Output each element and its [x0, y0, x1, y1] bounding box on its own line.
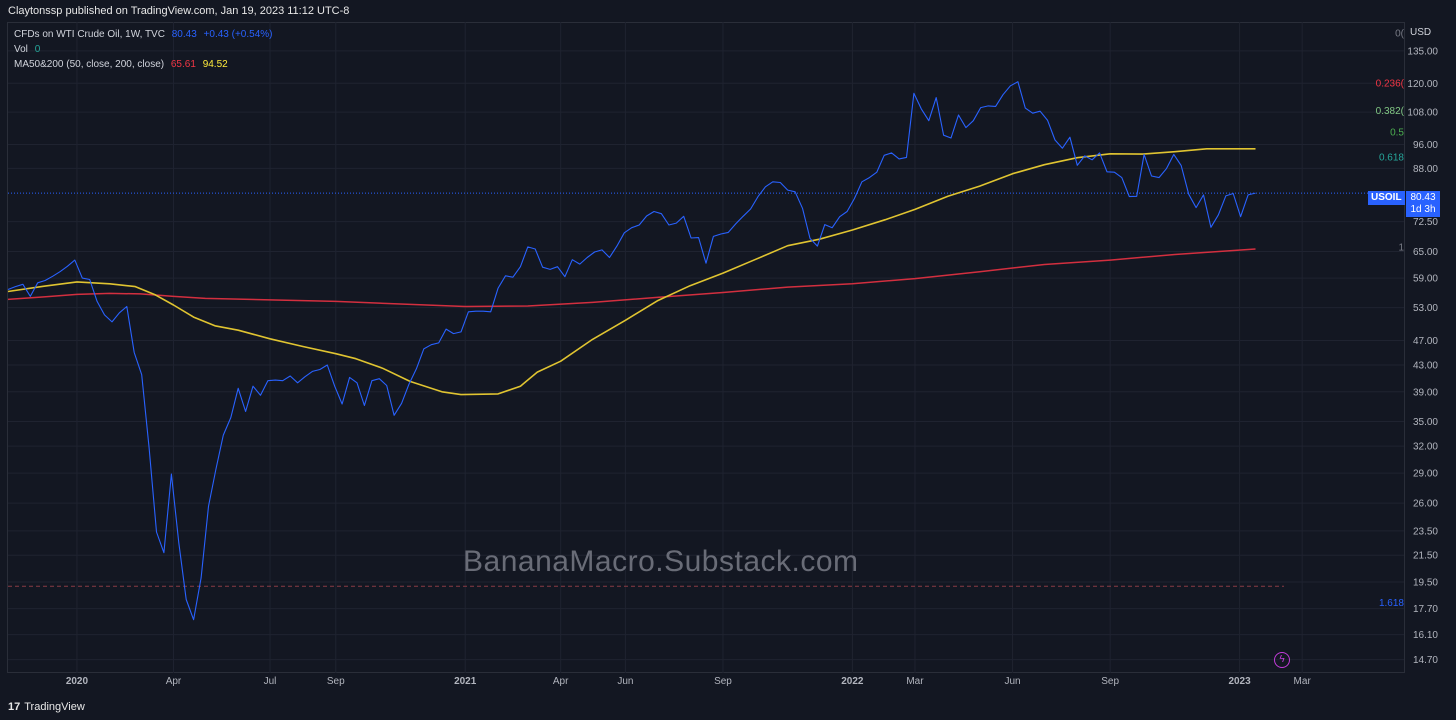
- footer-bar: 17 TradingView: [0, 696, 1456, 720]
- y-tick-label: 21.50: [1413, 551, 1438, 562]
- ticker-price-label: USOIL: [1368, 191, 1405, 205]
- fib-level-label: 0.382(: [1376, 106, 1405, 117]
- legend-change: +0.43 (+0.54%): [203, 29, 273, 40]
- last-price-tag: 80.43 1d 3h: [1406, 191, 1440, 217]
- x-tick-label: Sep: [1101, 676, 1119, 687]
- legend-ma-label: MA50&200 (50, close, 200, close): [14, 59, 165, 70]
- fib-level-label: 0(: [1395, 29, 1405, 40]
- x-tick-label: 2021: [454, 676, 477, 687]
- ma200-series-line: [7, 248, 1256, 308]
- legend-vol-value: 0: [34, 44, 41, 55]
- x-tick-label: Jun: [1005, 676, 1021, 687]
- x-tick-label: Mar: [906, 676, 924, 687]
- legend-symbol-row[interactable]: CFDs on WTI Crude Oil, 1W, TVC 80.43 +0.…: [14, 27, 276, 42]
- grid-lines: [8, 22, 1404, 673]
- fib-levels: 0( 0.236( 0.382( 0.5 0.618 1 1.618: [1376, 29, 1405, 609]
- x-tick-label: Jun: [617, 676, 633, 687]
- y-tick-label: 59.00: [1413, 274, 1438, 285]
- x-tick-label: Sep: [714, 676, 732, 687]
- y-tick-label: 23.50: [1413, 526, 1438, 537]
- fib-level-label: 0.236(: [1376, 79, 1405, 90]
- x-tick-label: Jul: [264, 676, 277, 687]
- x-tick-label: Apr: [166, 676, 182, 687]
- y-tick-label: 29.00: [1413, 469, 1438, 480]
- tradingview-logo[interactable]: 17 TradingView: [8, 701, 85, 713]
- legend-volume-row[interactable]: Vol 0: [14, 42, 276, 57]
- fib-level-label: 0.5: [1390, 127, 1404, 138]
- watermark-text: BananaMacro.Substack.com: [463, 545, 859, 578]
- legend-ma-row[interactable]: MA50&200 (50, close, 200, close) 65.61 9…: [14, 57, 276, 72]
- fib-level-label: 1: [1398, 242, 1404, 253]
- x-tick-label: 2022: [841, 676, 864, 687]
- y-tick-label: 43.00: [1413, 360, 1438, 371]
- price-chart[interactable]: 135.00120.00108.0096.0088.0072.5065.0059…: [0, 0, 1456, 696]
- legend-ma200-value: 65.61: [170, 59, 196, 70]
- y-tick-label: 65.00: [1413, 247, 1438, 258]
- x-tick-label: 2020: [66, 676, 89, 687]
- tradingview-logo-icon: 17: [8, 701, 21, 713]
- y-tick-label: 35.00: [1413, 417, 1438, 428]
- published-info: Claytonssp published on TradingView.com,…: [8, 5, 350, 17]
- x-tick-label: Mar: [1294, 676, 1312, 687]
- legend-ma50-value: 94.52: [202, 59, 228, 70]
- y-tick-label: 108.00: [1407, 108, 1438, 119]
- y-tick-label: 53.00: [1413, 303, 1438, 314]
- bar-countdown: 1d 3h: [1410, 204, 1436, 215]
- y-tick-label: 88.00: [1413, 164, 1438, 175]
- ma50-series-line: [7, 148, 1256, 396]
- y-tick-label: 17.70: [1413, 604, 1438, 615]
- y-tick-label: 96.00: [1413, 140, 1438, 151]
- y-tick-label: 39.00: [1413, 387, 1438, 398]
- y-tick-label: 16.10: [1413, 630, 1438, 641]
- price-series-line: [7, 81, 1256, 621]
- x-tick-label: Sep: [327, 676, 345, 687]
- y-tick-label: 47.00: [1413, 336, 1438, 347]
- y-tick-label: 72.50: [1413, 217, 1438, 228]
- fib-level-label: 1.618: [1379, 598, 1404, 609]
- x-tick-label: Apr: [553, 676, 569, 687]
- y-tick-label: 14.70: [1413, 655, 1438, 666]
- last-price-value: 80.43: [1410, 192, 1436, 203]
- y-tick-label: 26.00: [1413, 499, 1438, 510]
- x-tick-label: 2023: [1228, 676, 1251, 687]
- legend-symbol: CFDs on WTI Crude Oil, 1W, TVC: [14, 29, 165, 40]
- y-tick-label: 120.00: [1407, 79, 1438, 90]
- legend-last-price: 80.43: [171, 29, 197, 40]
- y-tick-label: 32.00: [1413, 442, 1438, 453]
- tradingview-brand: TradingView: [24, 701, 85, 713]
- y-axis-unit-label: USD: [1410, 27, 1431, 38]
- legend-vol-label: Vol: [14, 44, 28, 55]
- chart-frame: [7, 22, 1405, 673]
- fib-level-label: 0.618: [1379, 152, 1404, 163]
- lightning-icon[interactable]: ϟ: [1274, 652, 1290, 668]
- chart-legend: CFDs on WTI Crude Oil, 1W, TVC 80.43 +0.…: [14, 27, 276, 72]
- header-bar: Claytonssp published on TradingView.com,…: [0, 0, 1456, 22]
- y-tick-label: 135.00: [1407, 46, 1438, 57]
- y-tick-label: 19.50: [1413, 578, 1438, 589]
